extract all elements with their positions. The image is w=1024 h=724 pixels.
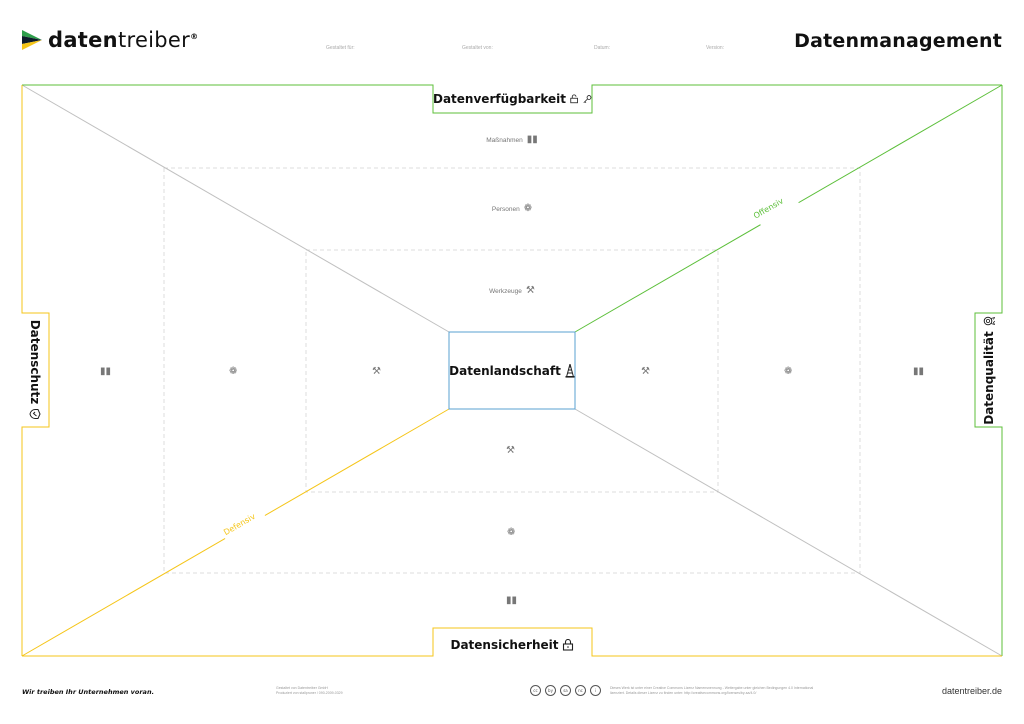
key-icon xyxy=(583,95,592,104)
tools-icon: ⚒ xyxy=(525,285,535,296)
ring-label-people: Personen ❁ xyxy=(491,203,533,214)
measures-icon-right: ▮▮ xyxy=(913,366,925,377)
lock-icon xyxy=(563,639,574,651)
people-icon-left: ❁ xyxy=(229,366,238,377)
tagline: Wir treiben Ihr Unternehmen voran. xyxy=(22,688,155,696)
brand-logo-icon xyxy=(22,30,42,50)
people-icon-right: ❁ xyxy=(784,366,793,377)
diagonal-bottom-right xyxy=(574,408,1003,657)
ring-label-tools: Werkzeuge ⚒ xyxy=(489,285,535,296)
shield-icon xyxy=(29,409,41,420)
ring-label-measures: Maßnahmen ▮▮ xyxy=(486,134,538,145)
tools-icon-right: ⚒ xyxy=(641,366,650,377)
tools-icon-left: ⚒ xyxy=(372,366,381,377)
unlock-icon xyxy=(570,94,578,104)
cc-icon: cc xyxy=(530,685,541,696)
license-icons: cc by sa nc i xyxy=(530,685,605,696)
version-field[interactable]: Version: xyxy=(706,45,725,51)
measures-icon-left: ▮▮ xyxy=(100,366,112,377)
ring-outer xyxy=(163,167,861,574)
brand-name: datentreiber® xyxy=(48,28,199,52)
left-box[interactable]: Datenschutz xyxy=(26,315,44,425)
center-box xyxy=(448,331,576,410)
page-title: Datenmanagement xyxy=(794,30,1002,52)
left-box-label: Datenschutz xyxy=(28,319,42,405)
top-box[interactable]: Datenverfügbarkeit xyxy=(433,88,592,110)
sa-icon: sa xyxy=(560,685,571,696)
credit-text: Gestaltet von Datentreiber GmbH Produzie… xyxy=(276,686,343,695)
license-text: Dieses Werk ist unter einer Creative Com… xyxy=(610,686,814,695)
info-icon: i xyxy=(590,685,601,696)
designed-by-field[interactable]: Gestaltet von: xyxy=(462,45,493,51)
quality-seal-icon xyxy=(983,316,995,326)
bottom-box-label: Datensicherheit xyxy=(450,638,559,652)
oil-rig-icon xyxy=(565,364,575,378)
diagonal-top-left xyxy=(21,84,450,333)
by-icon: by xyxy=(545,685,556,696)
center-box-label: Datenlandschaft xyxy=(449,364,561,378)
right-box-label: Datenqualität xyxy=(982,331,996,425)
date-field[interactable]: Datum: xyxy=(594,45,611,51)
people-icon: ❁ xyxy=(523,203,533,214)
center-box-content[interactable]: Datenlandschaft xyxy=(449,361,575,381)
designed-for-field[interactable]: Gestaltet für: xyxy=(326,45,355,51)
measures-icon: ▮▮ xyxy=(526,134,538,145)
right-border xyxy=(974,85,1003,656)
nc-icon: nc xyxy=(575,685,586,696)
left-border xyxy=(21,85,50,656)
measures-icon-bottom: ▮▮ xyxy=(506,595,518,606)
bottom-box[interactable]: Datensicherheit xyxy=(433,634,592,656)
top-border xyxy=(22,84,1002,114)
people-icon-bottom: ❁ xyxy=(507,527,516,538)
top-box-label: Datenverfügbarkeit xyxy=(433,92,566,106)
brand-logo: datentreiber® xyxy=(22,28,198,52)
bottom-border xyxy=(22,627,1002,657)
right-box[interactable]: Datenqualität xyxy=(980,315,998,425)
ring-inner xyxy=(305,249,719,493)
tools-icon-bottom: ⚒ xyxy=(506,445,515,456)
website-link[interactable]: datentreiber.de xyxy=(941,686,1002,696)
